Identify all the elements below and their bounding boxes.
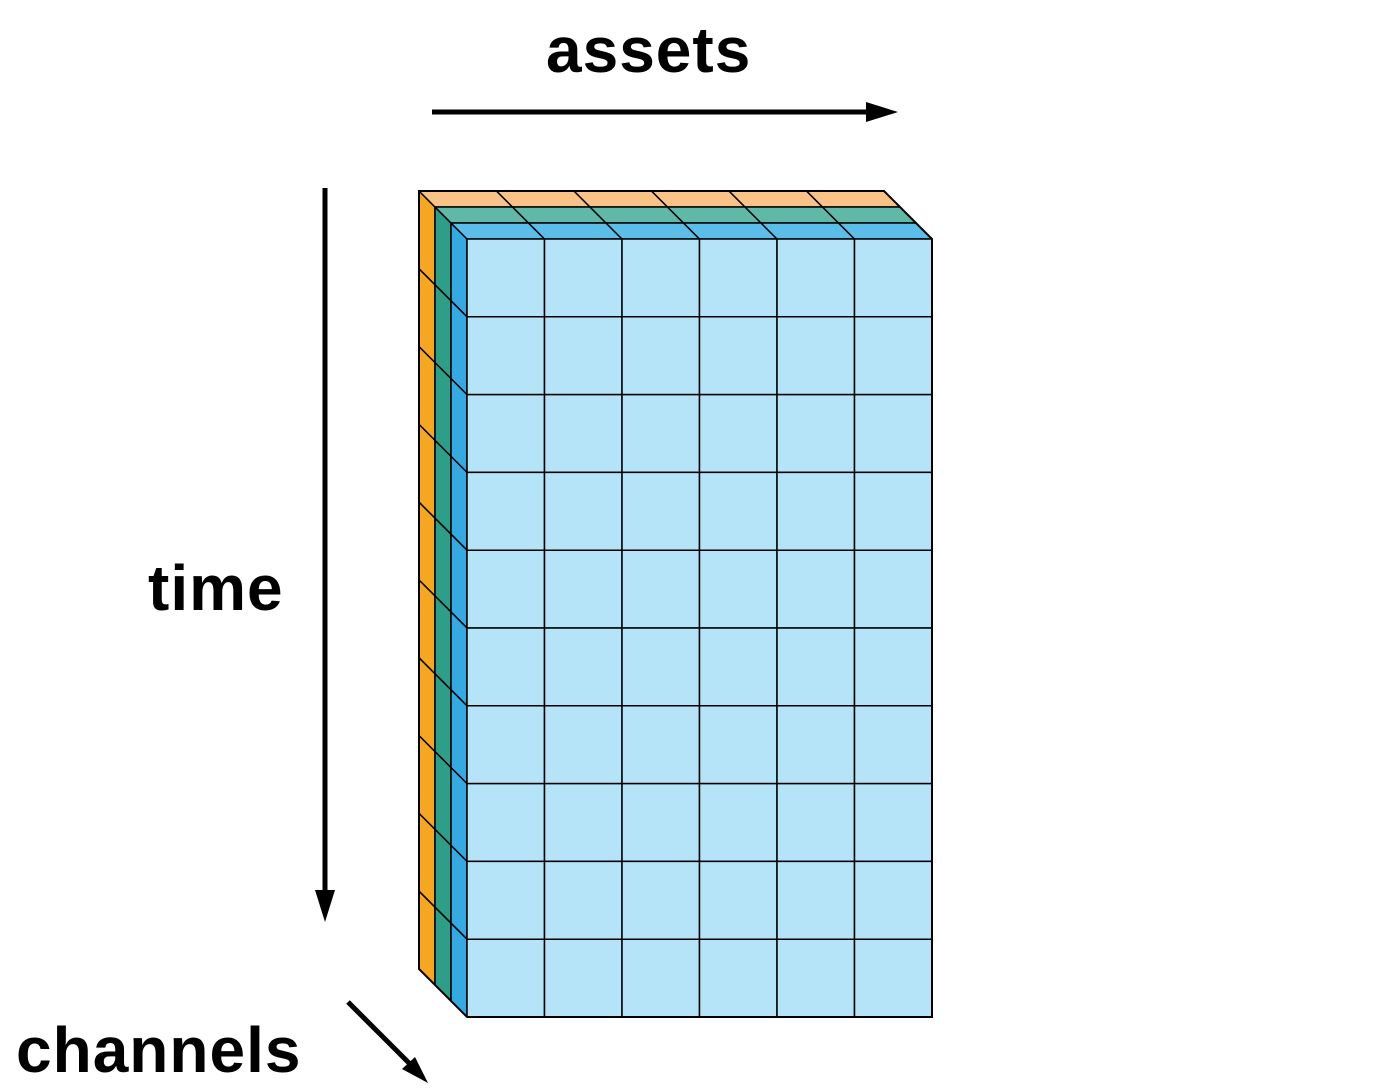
front-cell: [776, 627, 856, 707]
front-cell: [698, 393, 778, 474]
front-cell: [698, 782, 778, 863]
front-cell: [543, 705, 623, 785]
front-cell: [698, 627, 778, 707]
front-cell: [776, 938, 856, 1018]
front-cell: [621, 938, 701, 1018]
front-cell: [621, 316, 701, 396]
front-cell: [466, 782, 546, 863]
front-cell: [621, 471, 701, 551]
front-cell: [853, 393, 933, 474]
time-arrowhead: [315, 890, 335, 922]
front-cell: [466, 238, 546, 318]
front-cell: [543, 938, 623, 1018]
front-cell: [776, 782, 856, 863]
front-cell: [621, 393, 701, 474]
front-cell: [466, 393, 546, 474]
front-cell: [853, 549, 933, 629]
front-cell: [776, 860, 856, 940]
front-cell: [776, 549, 856, 629]
front-cell: [853, 860, 933, 940]
channels-axis-arrow: [346, 1000, 412, 1066]
channels-arrowhead: [402, 1057, 428, 1083]
front-cell: [776, 705, 856, 785]
front-cell: [621, 860, 701, 940]
front-cell: [543, 860, 623, 940]
front-cell: [621, 549, 701, 629]
assets-arrowhead: [866, 102, 898, 122]
front-cell: [543, 627, 623, 707]
front-cell: [698, 938, 778, 1018]
front-cell: [543, 316, 623, 396]
front-cell: [698, 549, 778, 629]
front-cell: [621, 627, 701, 707]
front-cell: [621, 238, 701, 318]
front-cell: [853, 627, 933, 707]
front-cell: [853, 316, 933, 396]
front-cell: [543, 471, 623, 551]
front-cell: [466, 316, 546, 396]
front-cell: [853, 238, 933, 318]
tensor-cube: [418, 190, 933, 1018]
front-cell: [853, 938, 933, 1018]
front-cell: [466, 471, 546, 551]
assets-axis-label: assets: [546, 14, 752, 86]
front-cell: [543, 393, 623, 474]
front-cell: [543, 782, 623, 863]
front-cell: [776, 316, 856, 396]
front-cell: [466, 549, 546, 629]
front-cell: [466, 938, 546, 1018]
time-axis-label: time: [148, 552, 284, 624]
front-cell: [698, 316, 778, 396]
front-cell: [466, 860, 546, 940]
front-cell: [776, 238, 856, 318]
front-cell: [543, 238, 623, 318]
axis-arrows: [315, 102, 898, 1083]
front-cell: [776, 471, 856, 551]
front-cell: [698, 238, 778, 318]
front-cell: [466, 705, 546, 785]
front-cell: [853, 471, 933, 551]
tensor-outline: [418, 190, 933, 1018]
front-cell: [543, 549, 623, 629]
front-cell: [698, 471, 778, 551]
channels-axis-label: channels: [16, 1014, 302, 1086]
front-cell: [698, 705, 778, 785]
front-cell: [466, 627, 546, 707]
front-cell: [621, 782, 701, 863]
front-cell: [853, 705, 933, 785]
front-cell: [698, 860, 778, 940]
front-cell: [621, 705, 701, 785]
front-cell: [776, 393, 856, 474]
front-cell: [853, 782, 933, 863]
